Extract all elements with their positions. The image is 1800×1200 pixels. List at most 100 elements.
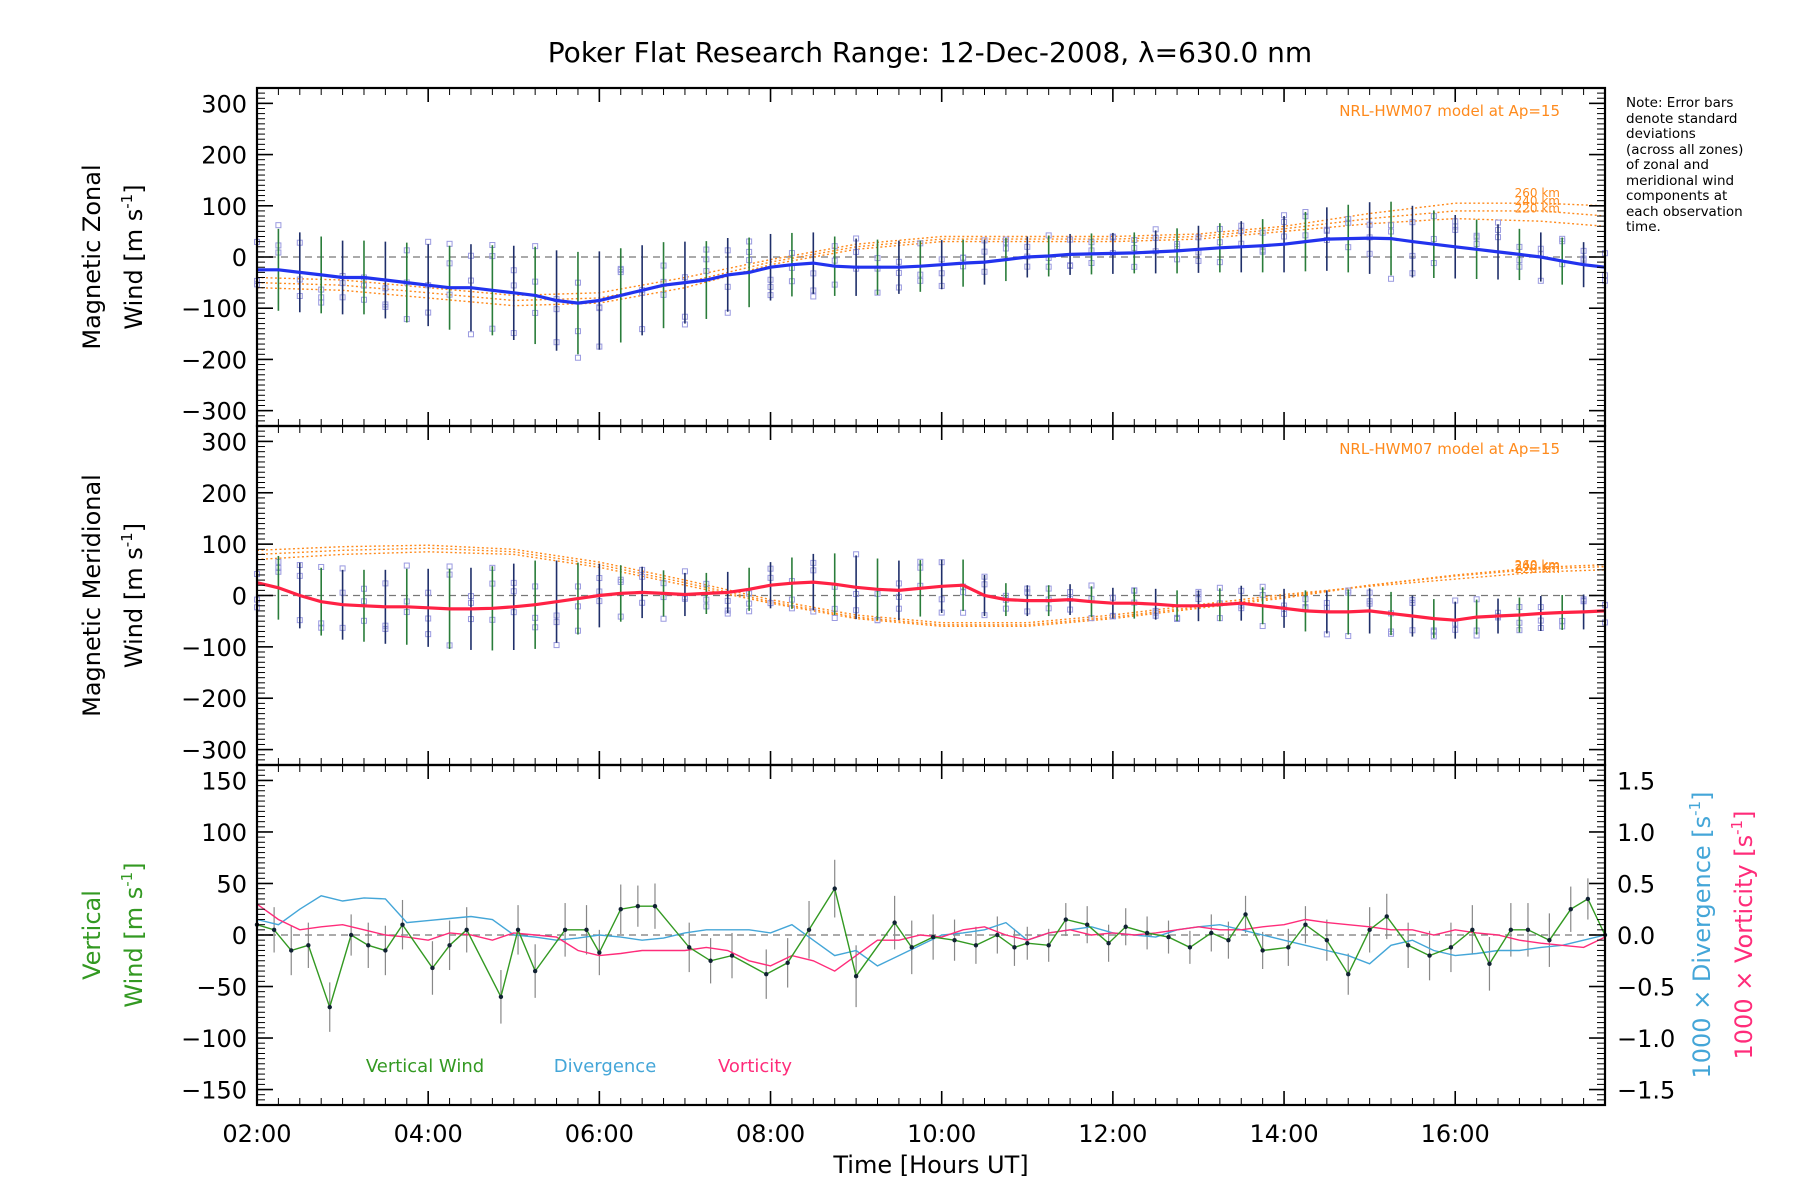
meridional-ytick-label: 100 [201, 531, 247, 559]
vertical-wind-point [909, 945, 914, 950]
vorticity-line [256, 903, 1606, 972]
vertical-wind-point [832, 886, 837, 891]
vertical-wind-point [498, 994, 504, 1000]
y2-tick-label: −1.0 [1617, 1025, 1675, 1053]
divergence-axis-label-sup: -1 [1686, 801, 1704, 816]
vertical-ylabel-line2: Wind [m s-1] [118, 862, 148, 1007]
zonal-mean-line [257, 236, 1606, 305]
vertical-wind-point [652, 903, 658, 909]
xtick-label: 04:00 [394, 1120, 463, 1148]
vertical-ylabel-end: ] [120, 862, 148, 871]
vertical-ylabel-line1: Vertical [78, 890, 106, 980]
meridional-ytick-label: −300 [181, 737, 247, 765]
vertical-wind-point [973, 943, 979, 948]
meridional-ytick-label: 200 [201, 480, 247, 508]
vertical-wind-point [1427, 953, 1432, 958]
vertical-wind-point [1166, 934, 1171, 940]
meridional-ylabel-sup: -1 [118, 532, 136, 547]
zonal-model-label: NRL-HWM07 model at Ap=15 [1339, 102, 1560, 120]
vertical-wind-point [1367, 927, 1372, 933]
vertical-wind-point [1187, 945, 1193, 950]
vertical-wind-point [1324, 937, 1330, 943]
vertical-wind-point [1012, 945, 1017, 950]
vertical-wind-point [1260, 948, 1265, 953]
vertical-wind-point [1384, 914, 1389, 919]
y2-tick-label: 1.5 [1617, 767, 1655, 795]
xtick-label: 10:00 [907, 1120, 976, 1148]
zonal-ylabel-line1: Magnetic Zonal [78, 164, 106, 349]
vertical-wind-point [995, 932, 1000, 938]
vorticity-axis-label-end: ] [1730, 811, 1758, 820]
zonal-model-line [256, 202, 1606, 297]
vertical-wind-point [327, 1004, 332, 1010]
vorticity-axis-label-text: 1000 × Vorticity [s [1730, 835, 1758, 1060]
zonal-zone-point [467, 331, 474, 338]
zonal-zone-point [446, 240, 453, 247]
vertical-wind-point [892, 920, 897, 925]
vertical-wind-point [584, 927, 589, 933]
meridional-ylabel-text: Wind [m s [120, 547, 148, 668]
xtick-label: 02:00 [222, 1120, 291, 1148]
y2-tick-label: 1.0 [1617, 819, 1655, 847]
vertical-wind-point [687, 945, 692, 950]
meridional-ytick-label: −100 [181, 634, 247, 662]
vertical-wind-point [635, 903, 641, 909]
meridional-zone-point [553, 642, 560, 649]
vertical-wind-point [1303, 922, 1308, 927]
vertical-wind-point [1448, 945, 1454, 950]
zonal-altitude-label: 220 km [1515, 202, 1560, 216]
vertical-ylabel-sup: -1 [118, 872, 136, 887]
zonal-altitude-label: 260 km [1515, 186, 1560, 200]
error-bar-note: Note: Error bars denote standard deviati… [1626, 95, 1744, 235]
zonal-ytick-label: 100 [201, 193, 247, 221]
zonal-model-line [256, 210, 1606, 302]
meridional-ytick-label: 300 [201, 428, 247, 456]
zonal-ytick-label: 200 [201, 142, 247, 170]
vertical-ylabel-text: Wind [m s [120, 887, 148, 1008]
vertical-wind-point [430, 965, 435, 971]
y2-tick-label: 0.5 [1617, 870, 1655, 898]
vertical-wind-point [1585, 896, 1591, 902]
vertical-wind-point [400, 922, 405, 927]
xtick-label: 12:00 [1078, 1120, 1147, 1148]
vertical-wind-point [1470, 927, 1475, 933]
vertical-wind-point [806, 927, 812, 933]
vertical-ytick-label: 0 [232, 922, 247, 950]
x-axis-label: Time [Hours UT] [832, 1151, 1028, 1179]
vertical-wind-point [1084, 922, 1090, 927]
panels-layer [257, 256, 1605, 936]
zonal-ylabel-sup: -1 [118, 194, 136, 209]
y2-tick-label: −1.5 [1617, 1077, 1675, 1105]
zonal-ylabel-text: Wind [m s [120, 209, 148, 330]
xtick-label: 14:00 [1249, 1120, 1318, 1148]
legend-item: Vertical Wind [366, 1056, 484, 1077]
vertical-ytick-label: −50 [196, 974, 247, 1002]
vertical-ytick-label: 150 [201, 767, 247, 795]
vertical-wind-point [1106, 941, 1111, 946]
chart-title: Poker Flat Research Range: 12-Dec-2008, … [548, 36, 1312, 69]
vertical-wind-point [1547, 937, 1552, 943]
vertical-wind-point [383, 948, 388, 953]
vertical-wind-point [515, 927, 521, 933]
vertical-wind-point [464, 927, 469, 933]
vertical-wind-point [952, 937, 957, 943]
xtick-label: 16:00 [1421, 1120, 1490, 1148]
divergence-axis-label: 1000 × Divergence [s-1] [1686, 791, 1716, 1078]
vertical-wind-point [785, 960, 790, 966]
vertical-wind-point [930, 934, 936, 940]
zonal-zone-point [425, 238, 432, 245]
zonal-zone-point [275, 222, 282, 229]
axes-layer: 300 200 100 0 −100 −200 −300 Magnetic Zonal Wind… [78, 86, 1758, 1179]
legend-item: Divergence [554, 1056, 657, 1077]
vertical-wind-point [366, 943, 371, 948]
vertical-wind-point [1144, 930, 1150, 936]
vertical-wind-point [271, 927, 277, 933]
vertical-wind-point [1226, 937, 1231, 943]
meridional-zone-point [960, 609, 967, 616]
vertical-wind-line [256, 886, 1606, 1010]
meridional-ylabel-line1: Magnetic Meridional [78, 474, 106, 717]
vertical-wind-point [1046, 943, 1051, 948]
vertical-wind-point [729, 953, 735, 958]
vorticity-axis-label: 1000 × Vorticity [s-1] [1728, 811, 1758, 1060]
